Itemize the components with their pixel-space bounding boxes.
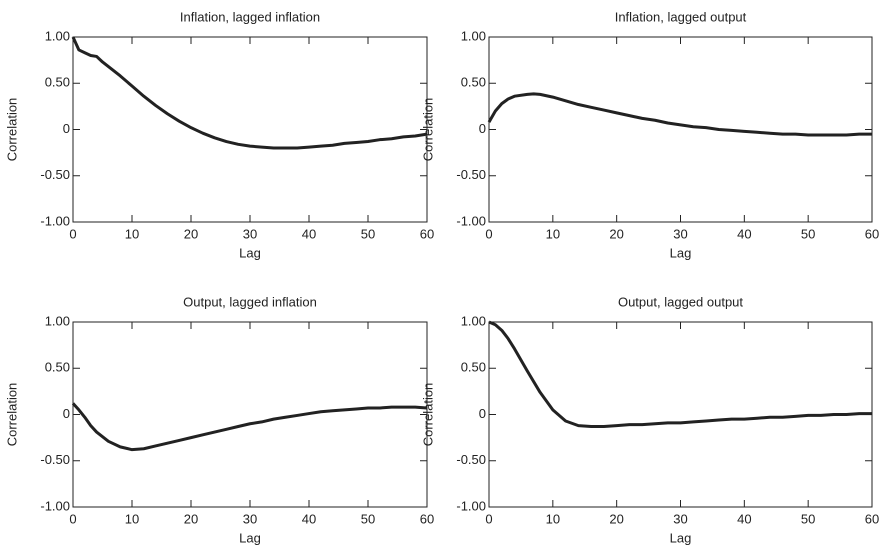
y-tick-label: 1.00 [461,28,486,43]
chart-title: Output, lagged inflation [183,294,317,309]
x-tick-label: 30 [243,511,257,526]
x-tick-label: 0 [485,226,492,241]
x-tick-label: 50 [801,226,815,241]
x-tick-label: 30 [673,511,687,526]
x-tick-label: 20 [184,511,198,526]
y-tick-label: -1.00 [40,213,70,228]
x-tick-label: 0 [69,226,76,241]
y-tick-label: 0.50 [461,360,486,375]
x-tick-label: 10 [546,226,560,241]
y-tick-label: -0.50 [40,452,70,467]
x-tick-label: 30 [243,226,257,241]
y-tick-label: 1.00 [461,313,486,328]
x-tick-label: 40 [737,511,751,526]
x-tick-label: 50 [361,511,375,526]
y-tick-label: -0.50 [456,167,486,182]
x-tick-label: 40 [737,226,751,241]
x-tick-label: 20 [609,226,623,241]
x-tick-label: 20 [609,511,623,526]
y-tick-label: 1.00 [45,313,70,328]
y-tick-label: 1.00 [45,28,70,43]
x-tick-label: 10 [125,511,139,526]
y-tick-label: 0 [479,406,486,421]
x-tick-label: 10 [125,226,139,241]
y-tick-label: -1.00 [456,498,486,513]
y-axis-label: Correlation [4,98,19,162]
data-line [71,402,428,452]
chart-title: Inflation, lagged inflation [180,9,320,24]
x-axis-label: Lag [670,245,692,260]
y-axis-label: Correlation [420,98,435,162]
x-tick-label: 0 [485,511,492,526]
x-tick-label: 40 [302,226,316,241]
data-line [488,320,872,429]
x-axis-label: Lag [239,245,261,260]
x-tick-label: 60 [865,226,879,241]
data-line [71,36,428,150]
x-tick-label: 20 [184,226,198,241]
x-tick-label: 0 [69,511,76,526]
y-tick-label: -0.50 [40,167,70,182]
x-tick-label: 40 [302,511,316,526]
y-tick-label: 0 [479,121,486,136]
x-tick-label: 30 [673,226,687,241]
y-tick-label: 0 [63,121,70,136]
chart-title: Output, lagged output [618,294,743,309]
y-axis-label: Correlation [420,383,435,447]
y-tick-label: -0.50 [456,452,486,467]
y-axis-label: Correlation [4,383,19,447]
x-tick-label: 60 [420,511,434,526]
data-line [487,92,872,137]
chart-title: Inflation, lagged output [615,9,747,24]
y-tick-label: 0.50 [45,360,70,375]
plot-frame [72,321,428,508]
y-tick-label: -1.00 [40,498,70,513]
x-tick-label: 50 [801,511,815,526]
x-tick-label: 60 [420,226,434,241]
plot-frame [72,36,428,223]
x-tick-label: 60 [865,511,879,526]
y-tick-label: 0 [63,406,70,421]
x-axis-label: Lag [670,530,692,545]
plot-frame [488,36,873,223]
y-tick-label: -1.00 [456,213,486,228]
x-axis-label: Lag [239,530,261,545]
x-tick-label: 50 [361,226,375,241]
x-tick-label: 10 [546,511,560,526]
y-tick-label: 0.50 [461,75,486,90]
y-tick-label: 0.50 [45,75,70,90]
